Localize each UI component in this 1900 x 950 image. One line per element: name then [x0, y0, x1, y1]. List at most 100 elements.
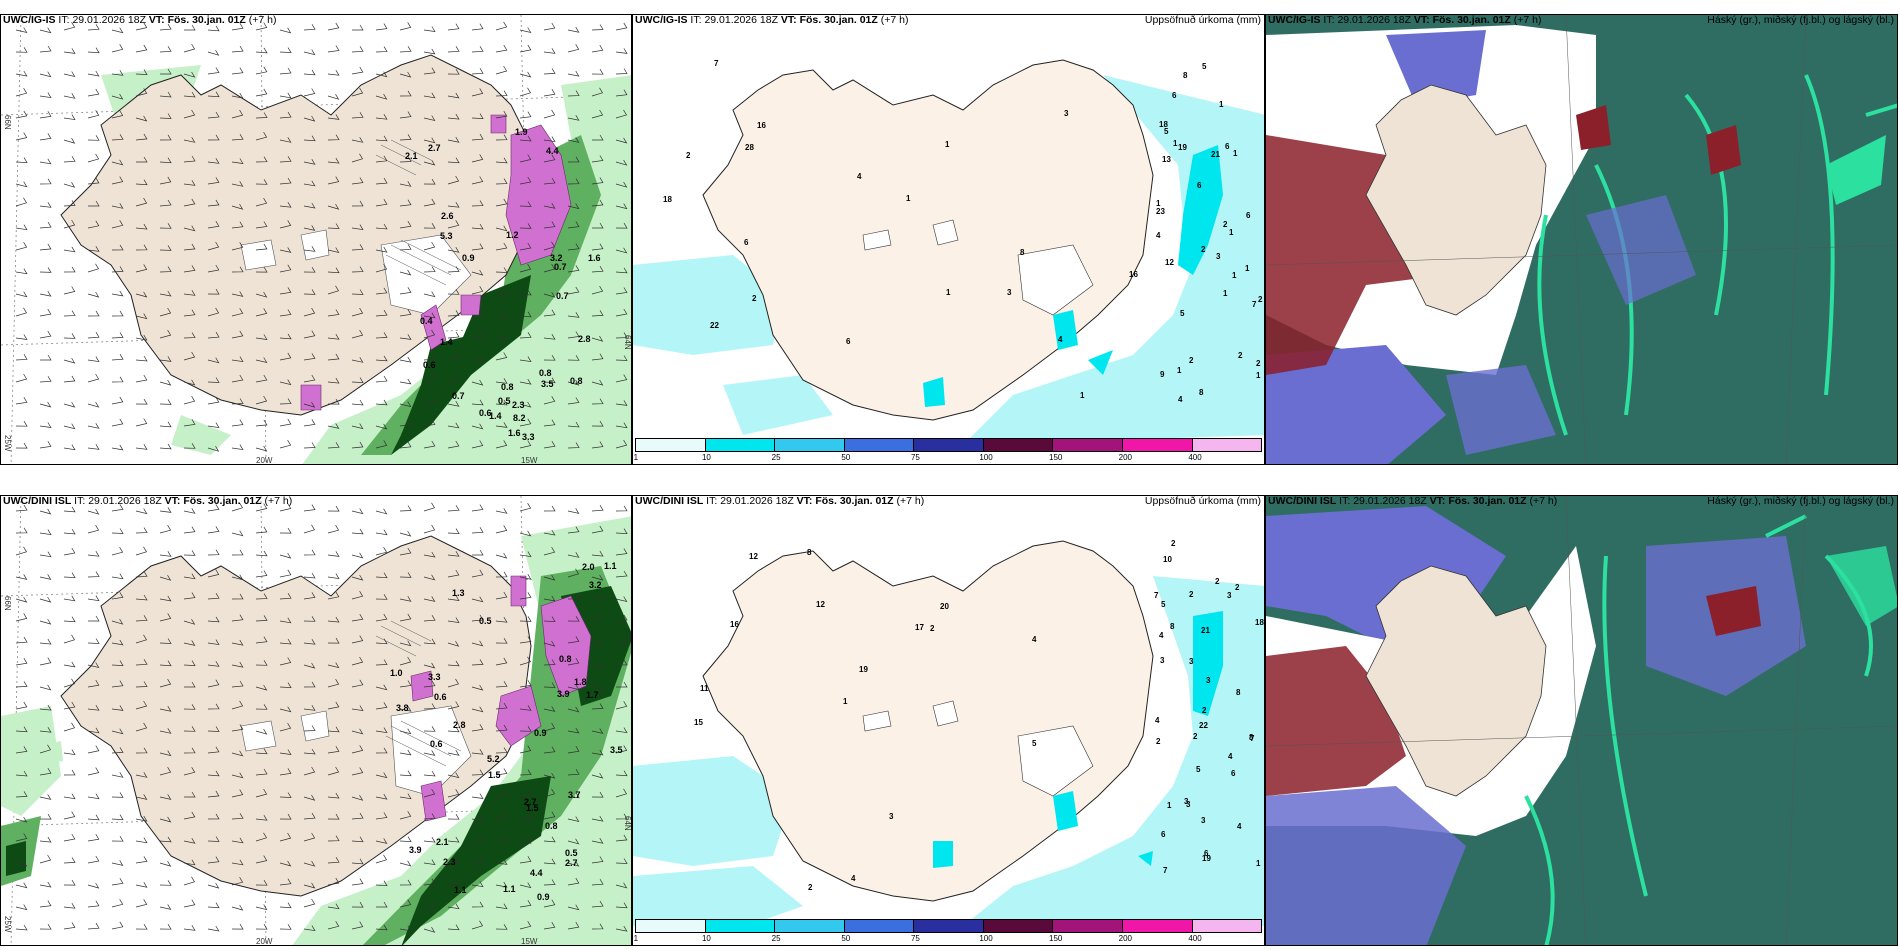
wind-barb: [399, 356, 412, 363]
wind-barb: [543, 263, 556, 273]
wind-barb: [351, 377, 364, 383]
value-label: 5.3: [440, 231, 453, 241]
wind-barb: [231, 530, 244, 537]
precip-value: 3: [1206, 676, 1211, 685]
value-label: 2.1: [405, 151, 418, 161]
lon-label-15w: 15W: [521, 937, 538, 946]
precip-value: 8: [1199, 388, 1204, 397]
precip-value: 3: [1064, 109, 1069, 118]
wind-barb: [327, 616, 340, 623]
wind-barb: [327, 377, 340, 384]
wind-barb: [447, 69, 460, 75]
wind-barb: [375, 880, 388, 887]
wind-barb: [543, 309, 556, 317]
wind-barb: [591, 525, 604, 534]
wind-barb: [279, 503, 292, 512]
precip-value: 5: [1202, 62, 1207, 71]
wind-barb: [183, 137, 196, 143]
wind-barb: [567, 312, 580, 318]
wind-barb: [519, 111, 532, 119]
wind-barb: [447, 617, 460, 624]
wind-barb: [279, 27, 292, 34]
precip-value: 23: [1156, 207, 1165, 216]
wind-barb: [111, 680, 124, 688]
wind-barb: [135, 815, 148, 822]
wind-barb: [471, 815, 484, 822]
wind-barb: [543, 396, 556, 405]
precip-value: 2: [1201, 245, 1206, 254]
wind-barb: [183, 309, 196, 317]
wind-barb: [207, 679, 220, 688]
wind-barb: [231, 614, 244, 622]
wind-barb: [303, 592, 316, 600]
hatch-areas: [375, 139, 462, 286]
precip-value: 2: [1256, 359, 1261, 368]
wind-barb: [87, 525, 100, 534]
wind-barb: [327, 726, 340, 733]
wind-barb: [519, 263, 532, 273]
wind-barb: [447, 137, 460, 143]
wind-barb: [39, 551, 52, 558]
wind-barb: [615, 813, 628, 820]
wind-barb: [207, 856, 220, 864]
wind-barb: [327, 857, 340, 864]
wind-barb: [87, 332, 100, 339]
precip-value: 6: [1225, 142, 1230, 151]
wind-barb: [327, 157, 340, 164]
precip-value: 6: [1246, 211, 1251, 220]
wind-barbs: [15, 21, 628, 452]
value-label: 0.6: [434, 692, 447, 702]
wind-barb: [255, 815, 268, 821]
wind-barb: [207, 925, 220, 932]
wind-barb: [567, 746, 580, 754]
wind-barb: [87, 47, 100, 54]
wind-barb: [303, 307, 316, 317]
wind-barb: [303, 725, 316, 732]
value-label: 2.0: [582, 562, 595, 572]
wind-barb: [495, 440, 508, 449]
wind-barb: [111, 332, 124, 339]
lat-label-66n: 66N: [3, 596, 12, 611]
wind-barb: [375, 23, 388, 31]
wind-barb: [567, 636, 580, 644]
wind-barb: [39, 45, 52, 53]
wind-barb: [63, 528, 76, 535]
wind-barb: [447, 879, 460, 886]
wind-barb: [591, 728, 604, 734]
precip-value: 6: [1204, 849, 1209, 858]
wind-barb: [423, 813, 436, 820]
wind-barb: [495, 638, 508, 644]
wind-barb: [327, 573, 340, 580]
colorbar-swatch: [636, 439, 706, 451]
wind-barb: [351, 307, 364, 317]
wind-barb: [472, 549, 484, 556]
precip-value: 1: [1223, 289, 1228, 298]
wind-barb: [567, 90, 580, 97]
wind-barb: [399, 244, 412, 251]
wind-barb: [279, 418, 292, 427]
wind-barb: [255, 179, 268, 185]
wind-barb: [135, 398, 148, 405]
wind-barb: [519, 838, 532, 844]
wind-barb: [543, 899, 556, 908]
wind-barb: [15, 268, 28, 275]
wind-barb: [87, 705, 100, 711]
wind-barb: [207, 396, 220, 405]
lon-label-20w: 20W: [256, 456, 273, 465]
wind-barb: [87, 727, 100, 734]
wind-barb: [159, 728, 172, 734]
precip-value: 1: [1177, 366, 1182, 375]
wind-barb: [207, 199, 220, 207]
wind-barb: [615, 925, 628, 932]
panel-title: UWC/IG-IS IT: 29.01.2026 18Z VT: Fös. 30…: [3, 14, 277, 26]
panel-cloud-uwc-igis: UWC/IG-IS IT: 29.01.2026 18Z VT: Fös. 30…: [1265, 14, 1898, 465]
wind-barb: [183, 573, 196, 580]
precip-value: 20: [940, 602, 949, 611]
wind-barb: [543, 441, 556, 449]
wind-barb: [111, 176, 124, 185]
wind-barb: [39, 158, 52, 165]
precip-value: 8: [1170, 622, 1175, 631]
panel-title: UWC/DINI ISL IT: 29.01.2026 18Z VT: Fös.…: [635, 495, 925, 507]
wind-barb: [615, 422, 628, 429]
wind-barb: [591, 879, 604, 886]
